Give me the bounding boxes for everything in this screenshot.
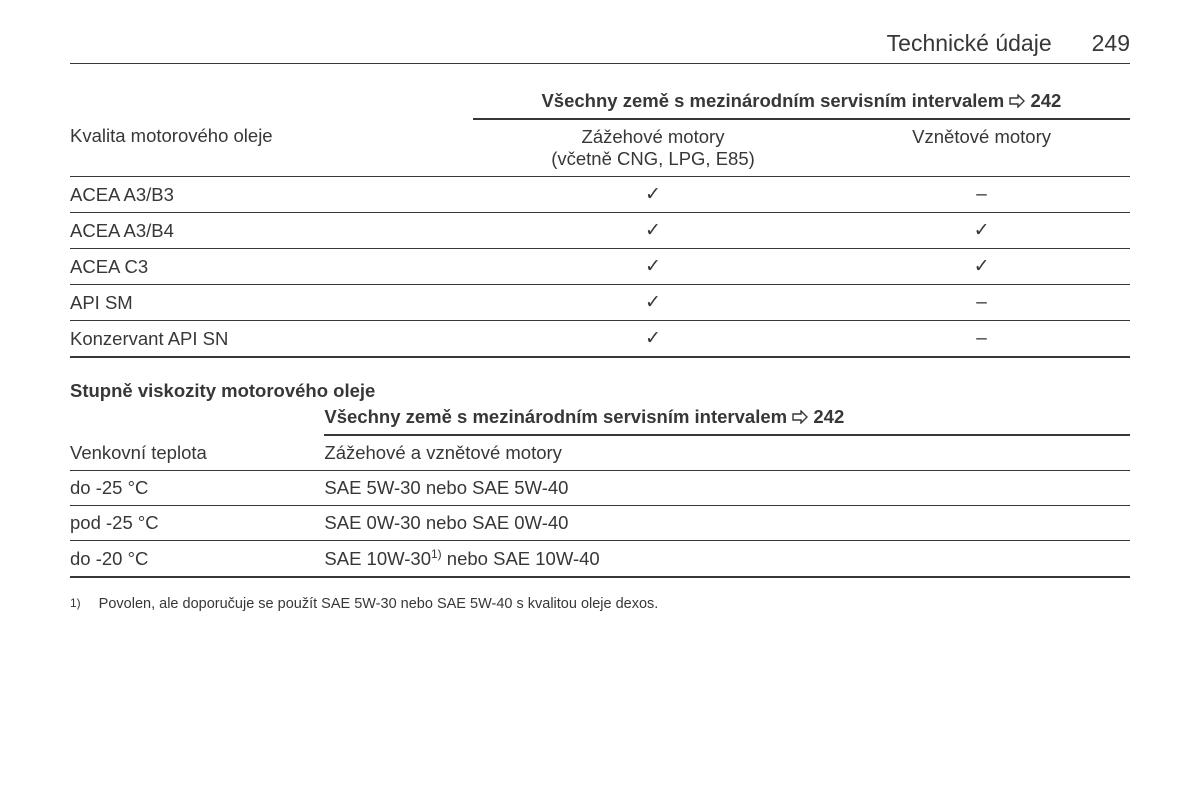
row-name: ACEA A3/B3 [70, 177, 473, 213]
row-val-b: – [833, 177, 1130, 213]
col-left-header: Kvalita motorového oleje [70, 119, 473, 177]
table-row: ACEA C3 ✓ ✓ [70, 249, 1130, 285]
row-val-b: – [833, 285, 1130, 321]
oil-quality-table: Všechny země s mezinárodním servisním in… [70, 84, 1130, 358]
row-val-a: ✓ [473, 321, 833, 358]
page: Technické údaje 249 Všechny země s mezin… [0, 0, 1200, 612]
col2-left-header: Venkovní teplota [70, 435, 324, 471]
link-arrow-icon [792, 407, 808, 429]
link-ref[interactable]: 242 [813, 406, 844, 427]
table-row: pod -25 °C SAE 0W-30 nebo SAE 0W-40 [70, 506, 1130, 541]
row-temp: do -20 °C [70, 541, 324, 578]
link-ref[interactable]: 242 [1030, 90, 1061, 111]
page-header: Technické údaje 249 [70, 30, 1130, 64]
row-name: Konzervant API SN [70, 321, 473, 358]
table-row: ACEA A3/B4 ✓ ✓ [70, 213, 1130, 249]
row-val-a: ✓ [473, 285, 833, 321]
table-sub-header: Kvalita motorového oleje Zážehové motory… [70, 119, 1130, 177]
row-oil: SAE 10W-301) nebo SAE 10W-40 [324, 541, 1130, 578]
footnote-marker: 1) [70, 596, 81, 612]
row-val-b: – [833, 321, 1130, 358]
table2-header-text: Všechny země s mezinárodním servisním in… [324, 406, 787, 427]
footnote: 1) Povolen, ale doporučuje se použít SAE… [70, 596, 1130, 612]
footnote-ref: 1) [431, 547, 442, 561]
row-temp: do -25 °C [70, 471, 324, 506]
link-arrow-icon [1009, 91, 1025, 113]
row-temp: pod -25 °C [70, 506, 324, 541]
row-val-b: ✓ [833, 213, 1130, 249]
table-row: API SM ✓ – [70, 285, 1130, 321]
row-val-a: ✓ [473, 249, 833, 285]
row-name: ACEA A3/B4 [70, 213, 473, 249]
row-oil: SAE 0W-30 nebo SAE 0W-40 [324, 506, 1130, 541]
table-top-header: Všechny země s mezinárodním servisním in… [70, 84, 1130, 119]
footnote-text: Povolen, ale doporučuje se použít SAE 5W… [99, 596, 659, 612]
row-name: API SM [70, 285, 473, 321]
row-val-a: ✓ [473, 177, 833, 213]
row-name: ACEA C3 [70, 249, 473, 285]
table-row: do -20 °C SAE 10W-301) nebo SAE 10W-40 [70, 541, 1130, 578]
table-row: do -25 °C SAE 5W-30 nebo SAE 5W-40 [70, 471, 1130, 506]
viscosity-section-title: Stupně viskozity motorového oleje [70, 380, 1130, 402]
row-val-b: ✓ [833, 249, 1130, 285]
table-row: Konzervant API SN ✓ – [70, 321, 1130, 358]
table-row: ACEA A3/B3 ✓ – [70, 177, 1130, 213]
top-header-text: Všechny země s mezinárodním servisním in… [541, 90, 1004, 111]
row-oil: SAE 5W-30 nebo SAE 5W-40 [324, 471, 1130, 506]
table2-sub-header: Venkovní teplota Zážehové a vznětové mot… [70, 435, 1130, 471]
col-right-header: Vznětové motory [833, 119, 1130, 177]
col-mid-header: Zážehové motory (včetně CNG, LPG, E85) [473, 119, 833, 177]
page-title: Technické údaje [887, 30, 1052, 57]
col2-right-header: Zážehové a vznětové motory [324, 435, 1130, 471]
page-number: 249 [1092, 30, 1130, 57]
row-val-a: ✓ [473, 213, 833, 249]
table2-top-header: Všechny země s mezinárodním servisním in… [70, 404, 1130, 435]
viscosity-table: Všechny země s mezinárodním servisním in… [70, 404, 1130, 578]
